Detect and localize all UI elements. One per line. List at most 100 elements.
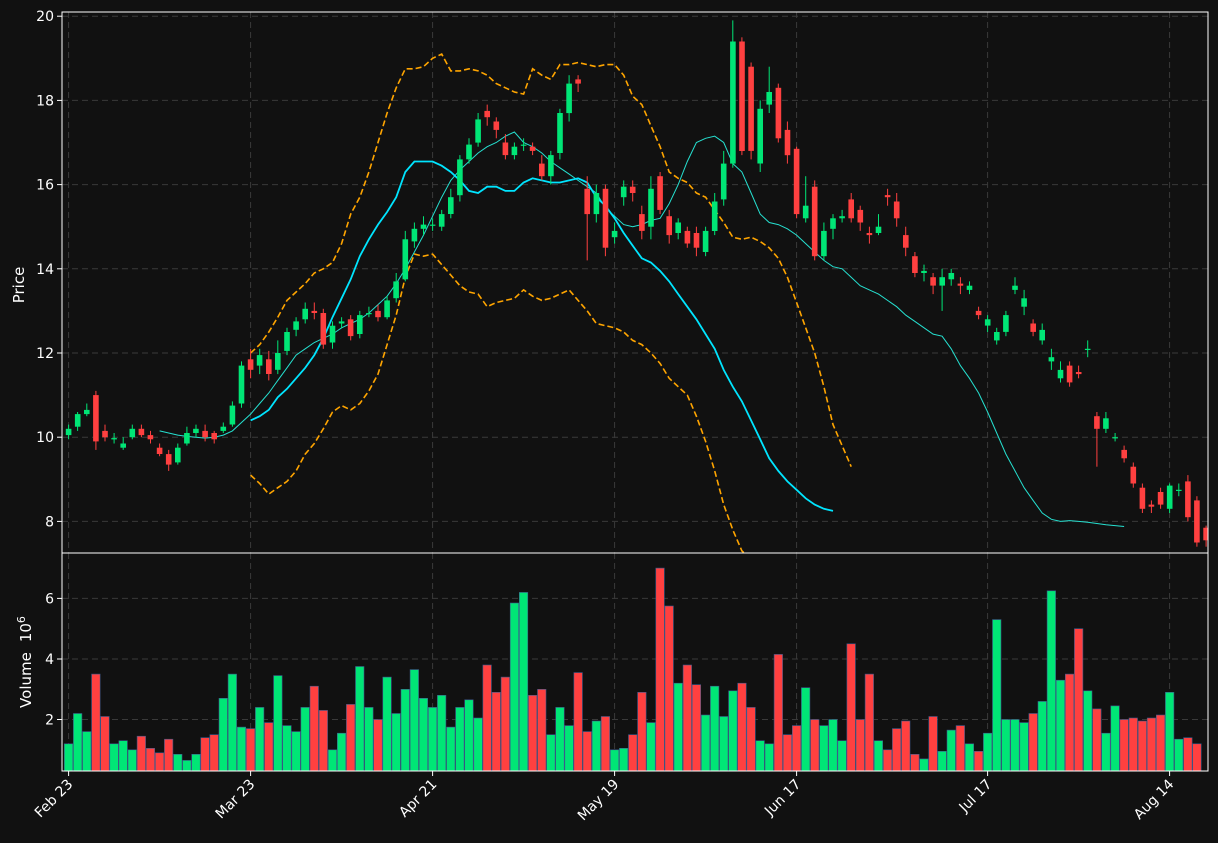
candle xyxy=(848,193,854,223)
candle-body xyxy=(229,405,236,425)
candle-body xyxy=(975,310,982,316)
candle xyxy=(1094,412,1100,467)
candle-body xyxy=(420,224,427,229)
volume-bar xyxy=(518,592,529,771)
volume-bar xyxy=(336,732,347,771)
candle xyxy=(702,226,709,257)
candle xyxy=(766,66,772,113)
candle xyxy=(693,226,700,257)
volume-unit-power: 6 xyxy=(15,616,28,623)
candle xyxy=(875,214,882,236)
candle-body xyxy=(320,313,327,345)
upper-band-line xyxy=(250,53,852,468)
candle-body xyxy=(1130,466,1137,484)
volume-bar xyxy=(491,691,501,771)
candle xyxy=(402,230,409,282)
candle xyxy=(548,150,554,185)
candle-body xyxy=(702,230,709,252)
candle xyxy=(639,205,645,240)
volume-bar xyxy=(227,673,237,771)
candle xyxy=(1139,483,1146,513)
volume-bar xyxy=(746,707,756,771)
volume-bar xyxy=(82,731,92,771)
candle-body xyxy=(539,163,545,177)
candle xyxy=(293,317,299,337)
candle xyxy=(893,193,900,227)
candle xyxy=(275,340,281,375)
volume-bar xyxy=(1174,738,1184,771)
volume-bar xyxy=(655,567,665,771)
candle xyxy=(411,222,418,248)
candle-body xyxy=(994,332,1000,341)
candle xyxy=(93,390,99,450)
volume-bar xyxy=(1137,720,1147,771)
candle-body xyxy=(657,176,663,210)
volume-bar xyxy=(91,673,101,771)
candle xyxy=(466,138,472,164)
volume-bar xyxy=(1128,717,1138,771)
volume-bar xyxy=(828,719,838,771)
volume-bar xyxy=(801,687,811,771)
candle-body xyxy=(475,119,481,143)
candle xyxy=(156,443,163,457)
candle xyxy=(247,348,254,379)
volume-bar xyxy=(1146,717,1156,771)
candle xyxy=(720,150,727,206)
candle-body xyxy=(766,92,772,105)
candle xyxy=(65,424,72,440)
volume-bar xyxy=(946,729,956,771)
volume-bar xyxy=(136,735,146,771)
volume-bar xyxy=(773,654,783,771)
candle xyxy=(802,176,809,223)
volume-bar xyxy=(1001,719,1011,771)
candle xyxy=(193,424,199,438)
candle xyxy=(611,222,618,244)
candle xyxy=(1012,277,1018,295)
volume-bar xyxy=(937,750,947,771)
candle-body xyxy=(802,205,809,219)
candle-body xyxy=(984,319,991,326)
volume-bar xyxy=(892,728,902,771)
volume-bar xyxy=(318,710,328,771)
candle-body xyxy=(375,310,381,318)
candle-body xyxy=(757,108,763,164)
candle-body xyxy=(1048,357,1055,362)
volume-bar xyxy=(673,682,683,771)
volume-bar xyxy=(73,713,83,771)
volume-bar xyxy=(346,704,356,771)
candle xyxy=(1194,496,1200,547)
candle-body xyxy=(238,365,245,404)
candle xyxy=(1084,340,1091,358)
candle-body xyxy=(184,433,190,444)
candle-body xyxy=(884,195,891,198)
candle xyxy=(1185,475,1191,522)
candle xyxy=(320,308,327,349)
candle xyxy=(347,315,354,341)
candle-body xyxy=(129,428,136,438)
volume-bar xyxy=(100,716,110,771)
volume-bar xyxy=(273,675,283,771)
volume-bar xyxy=(427,707,438,771)
candle xyxy=(948,268,955,286)
candle-body xyxy=(484,110,490,118)
price-y-axis: 8 10 12 14 16 18 20 xyxy=(36,9,62,530)
candle xyxy=(1203,525,1208,547)
candle xyxy=(921,264,927,282)
volume-bar xyxy=(409,669,419,771)
volume-bar xyxy=(191,753,201,771)
volume-tick-label: 6 xyxy=(45,591,54,607)
candle-body xyxy=(120,443,126,448)
candle xyxy=(1103,412,1109,433)
candle xyxy=(830,214,836,240)
candle-body xyxy=(939,277,945,286)
candle-body xyxy=(903,235,909,248)
candle xyxy=(184,426,190,446)
candle-body xyxy=(211,433,217,440)
volume-bar xyxy=(182,760,192,771)
volume-bar xyxy=(127,749,137,771)
candle xyxy=(202,424,208,442)
candle-body xyxy=(1003,315,1009,332)
candle xyxy=(784,121,791,164)
candle xyxy=(884,188,891,206)
candle-body xyxy=(611,230,618,238)
